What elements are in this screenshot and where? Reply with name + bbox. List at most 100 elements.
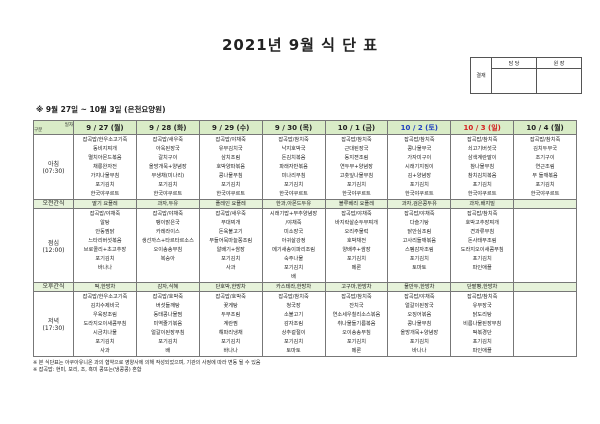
menu-item: 해파리냉채 — [218, 330, 243, 336]
menu-item: 잡곡밥/야채죽 — [404, 294, 435, 300]
snack-cell — [513, 199, 577, 209]
corner-bottom: 구분 — [34, 127, 43, 133]
menu-item: 바나나 — [97, 265, 113, 271]
menu-item: 알배기+쌈장 — [216, 247, 245, 253]
menu-item: 사과 — [100, 348, 110, 354]
menu-cell: 잡곡밥/한우소고기죽 동비지찌개 멸치아몬드볶음 채롱완자전 가지나물무침 포기김치 한국야… — [73, 134, 137, 200]
menu-item: 올방개묵+양념장 — [400, 330, 439, 336]
snack-cell: 카스테라,한방차 — [261, 282, 326, 292]
menu-cell: 잡곡밥/한우소고기죽 김치수제비국 우육장조림 도라지오이새콤무침 시금치나물 포기김치 사… — [73, 291, 137, 357]
menu-item: 잡곡밥/참치죽 — [278, 137, 309, 143]
morning_snack-label: 오전간식 — [33, 199, 74, 209]
menu-item: 얼갈이된장무침 — [151, 330, 185, 336]
menu-item: 포기김치 — [284, 265, 304, 271]
menu-item: 오리주물럭 — [344, 229, 369, 235]
menu-item: 김치두부국 — [533, 146, 557, 152]
menu-item: 메론 — [351, 265, 362, 271]
menu-item: 근대된장국 — [344, 146, 369, 152]
menu-cell: 잡곡밥/새우죽 아욱된장국 갈치구이 올방개묵+양념장 무생채(미나리) 포기김치 한국야쿠… — [135, 134, 200, 200]
lunch-label: 점심 (12:00) — [33, 208, 74, 283]
menu-item: 파인애플 — [472, 348, 492, 354]
menu-item: 잡곡밥/한우소고기죽 — [82, 137, 128, 143]
menu-item: 느타리버섯볶음 — [88, 238, 122, 244]
menu-item: 팽이맑은국 — [155, 220, 180, 226]
menu-item: 포기김치 — [346, 182, 366, 188]
menu-item: 우육장조림 — [93, 312, 117, 318]
menu-item: 포기김치 — [472, 339, 492, 345]
snack-cell: 과자,두유 — [135, 199, 200, 209]
snack-cell: 고구마,한방차 — [324, 282, 389, 292]
menu-item: 포기김치 — [221, 182, 241, 188]
menu-item: 연두부+양념장 — [339, 164, 373, 170]
menu-item: 양배추+쌈장 — [342, 247, 371, 253]
menu-item: 카레라이스 — [155, 229, 180, 235]
menu-item: 도라지오이새콤무침 — [83, 321, 127, 327]
menu-item: 사과 — [225, 265, 236, 271]
menu-item: 잡곡밥/야채죽 — [215, 137, 246, 143]
period-subtitle: ※ 9월 27일 ~ 10월 3일 (은천요양원) — [36, 105, 166, 114]
menu-item: 시금치나물 — [93, 330, 117, 336]
snack-cell — [513, 282, 577, 292]
menu-item: 가지나물무침 — [90, 173, 120, 179]
meal-name: 오전간식 — [42, 200, 65, 208]
menu-item: 호박양파볶음 — [216, 164, 245, 170]
menu-item: 잡곡밥/새우죽 — [152, 137, 183, 143]
menu-cell: 잡곡밥/참치죽 낙지호박국 돈김치볶음 파래자반볶음 미나리무침 포기김치 한국야쿠르트 — [261, 134, 326, 200]
approval-col-director: 원 장 — [536, 57, 582, 69]
menu-cell: 잡곡밥/참치죽 잔치국 연소세우칠리소스볶음 취나물들기름볶음 오이송송무침 포기김치 메론 — [324, 291, 389, 357]
menu-cell: 시래기밥+부추양념장/야채죽 미소장국 아귀살강정 메기새송이파리조림 숙주나물 포기김치… — [261, 208, 326, 283]
menu-item: 낙지호박국 — [281, 146, 306, 152]
menu-item: 견과류무침 — [470, 229, 495, 235]
menu-item: 동태콩나물찜 — [153, 312, 183, 318]
menu-item: 토마토 — [412, 265, 427, 271]
meal-name: 점심 — [47, 239, 60, 247]
snack-cell: 과자,배지밀 — [450, 199, 515, 209]
menu-item: 바나나 — [223, 348, 238, 354]
menu-item: 생선까스+타르타르소스 — [141, 238, 194, 244]
menu-item: 호박고추장찌개 — [465, 220, 499, 226]
menu-item: 포기김치 — [409, 182, 429, 188]
menu-item: 잡곡밥/호박죽 — [152, 294, 183, 300]
menu-item: 숙주나물 — [284, 256, 304, 262]
menu-item: 미소장국 — [284, 229, 304, 235]
menu-item: 한국야쿠르트 — [90, 191, 120, 197]
menu-cell: 잡곡밥/야채죽 팽이맑은국 카레라이스 생선까스+타르타르소스 오이송송무침 복숭아 — [135, 208, 200, 283]
menu-cell: 잡곡밥/야채죽 알탕 안동찜닭 느타리버섯볶음 브로콜리+초고추장 포기김치 바나나 — [73, 208, 137, 283]
menu-cell: 잡곡밥/참치죽 쇠고기버섯국 삼색계란말이 참나물무침 참치김치볶음 포기김치 한국야쿠르트 — [450, 134, 515, 200]
menu-item: 호박채전 — [346, 238, 366, 244]
approval-box: 결재 담 당 원 장 — [470, 57, 582, 94]
menu-item: 고사리들깨볶음 — [402, 238, 437, 244]
menu-cell: 잡곡밥/참치죽 유부장국 닭도리탕 비름나물된장무침 떡볶경단 포기김치 파인애플 — [450, 291, 515, 357]
menu-item: 잡곡밥/참치죽 — [529, 137, 561, 143]
menu-item: 잡곡밥/참치죽 — [466, 294, 498, 300]
snack-cell: 떡,한방차 — [73, 282, 137, 292]
menu-item: 버섯들깨탕 — [155, 303, 180, 309]
menu-item: 잡곡밥/참치죽 — [341, 137, 372, 143]
snack-cell: 감자,식혜 — [135, 282, 200, 292]
menu-item: 바지락살순두부찌개 — [334, 220, 378, 226]
menu-cell: 잡곡밥/야채죽 유부김치국 삼치조림 호박양파볶음 콩나물무침 포기김치 한국야쿠르트 — [198, 134, 263, 200]
approval-sign-manager — [491, 68, 537, 94]
menu-item: 한국야쿠르트 — [342, 191, 371, 197]
menu-item: 포기김치 — [158, 339, 178, 345]
menu-cell — [513, 291, 577, 357]
menu-item: 김치수제비국 — [90, 303, 120, 309]
menu-item: 잡곡밥/호박죽 — [215, 294, 246, 300]
menu-cell: 잡곡밥/참치죽 콩나물무국 가자미구이 시래기지짐이 김+양념장 포기김치 한국야쿠르트 — [387, 134, 452, 200]
menu-item: 파인애플 — [472, 265, 492, 271]
menu-cell: 잡곡밥/호박죽 꽃게탕 두부조림 계란찜 해파리냉채 포기김치 바나나 — [198, 291, 263, 357]
menu-item: 동지젼조림 — [344, 155, 369, 161]
menu-cell: 잡곡밥/참치죽 청국장 소불고기 감자조림 상추겉절이 포기김치 토마토 — [261, 291, 326, 357]
day-header: 9 / 29 (수) — [198, 120, 263, 135]
menu-item: 오징어볶음 — [407, 312, 432, 318]
day-header: 10 / 1 (금) — [324, 120, 389, 135]
menu-item: 참치김치볶음 — [467, 173, 497, 179]
menu-item: 한국야쿠르트 — [530, 191, 560, 197]
menu-item: 브로콜리+초고추장 — [83, 247, 127, 253]
menu-item: 포기김치 — [284, 182, 304, 188]
menu-item: 돈사태무조림 — [467, 238, 497, 244]
menu-item: 포기김치 — [472, 256, 492, 262]
menu-item: 포기김치 — [158, 182, 178, 188]
menu-item: 도라지오이새콤무침 — [460, 247, 504, 253]
menu-item: 포기김치 — [284, 339, 304, 345]
